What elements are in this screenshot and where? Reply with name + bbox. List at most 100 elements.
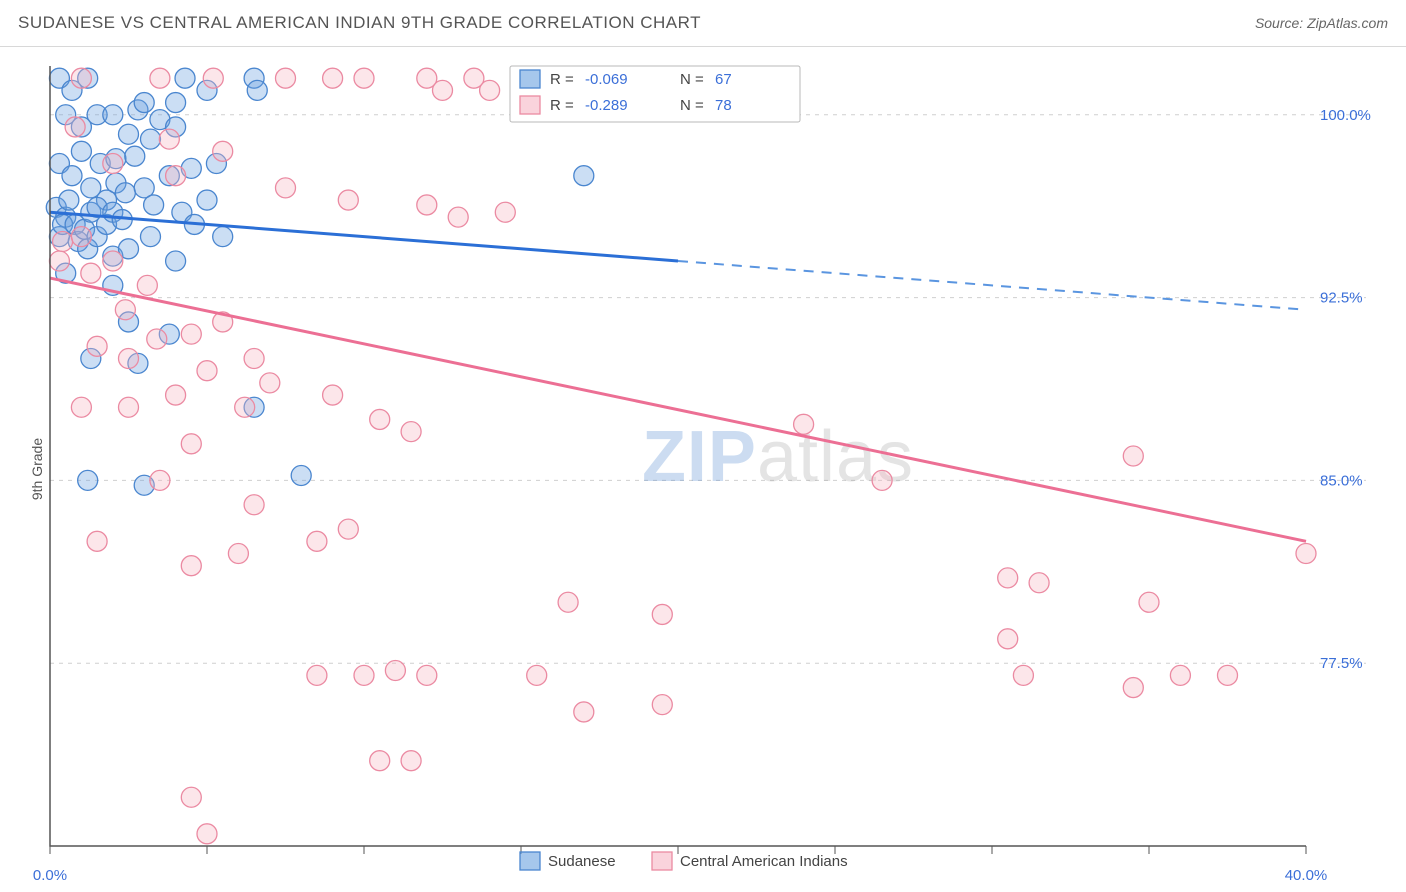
point-cai: [323, 385, 343, 405]
point-cai: [872, 470, 892, 490]
point-cai: [323, 68, 343, 88]
point-cai: [87, 336, 107, 356]
point-sudanese: [59, 190, 79, 210]
y-axis-label: 9th Grade: [29, 438, 45, 500]
scatter-chart: 100.0%92.5%85.0%77.5%0.0%40.0%ZIPatlasR …: [0, 46, 1406, 892]
legend-swatch-cai: [652, 852, 672, 870]
point-cai: [137, 275, 157, 295]
legend-n-label: N =: [680, 71, 704, 88]
point-cai: [81, 263, 101, 283]
point-sudanese: [144, 195, 164, 215]
point-cai: [417, 665, 437, 685]
point-cai: [1139, 592, 1159, 612]
point-sudanese: [62, 166, 82, 186]
point-cai: [87, 531, 107, 551]
point-cai: [119, 397, 139, 417]
point-cai: [558, 592, 578, 612]
point-cai: [213, 141, 233, 161]
y-tick-label: 100.0%: [1320, 107, 1371, 124]
point-cai: [103, 154, 123, 174]
point-cai: [448, 207, 468, 227]
point-cai: [181, 434, 201, 454]
point-sudanese: [166, 93, 186, 113]
point-cai: [181, 324, 201, 344]
x-tick-label: 40.0%: [1285, 867, 1328, 884]
legend-n-label: N =: [680, 97, 704, 114]
chart-title: SUDANESE VS CENTRAL AMERICAN INDIAN 9TH …: [18, 13, 701, 33]
point-sudanese: [197, 190, 217, 210]
point-cai: [1296, 544, 1316, 564]
point-cai: [401, 751, 421, 771]
trendline-sudanese-extrapolated: [678, 261, 1306, 310]
point-cai: [1170, 665, 1190, 685]
legend-r-value: -0.289: [585, 97, 628, 114]
point-cai: [417, 195, 437, 215]
point-cai: [119, 349, 139, 369]
point-cai: [150, 68, 170, 88]
point-sudanese: [71, 141, 91, 161]
point-cai: [574, 702, 594, 722]
point-cai: [1123, 446, 1143, 466]
point-cai: [147, 329, 167, 349]
y-tick-label: 85.0%: [1320, 472, 1363, 489]
point-cai: [354, 665, 374, 685]
point-cai: [338, 519, 358, 539]
point-cai: [65, 117, 85, 137]
x-tick-label: 0.0%: [33, 867, 67, 884]
point-cai: [401, 422, 421, 442]
legend-n-value: 67: [715, 71, 732, 88]
point-cai: [433, 80, 453, 100]
point-cai: [181, 556, 201, 576]
point-sudanese: [78, 470, 98, 490]
point-cai: [998, 629, 1018, 649]
point-cai: [197, 824, 217, 844]
legend-n-value: 78: [715, 97, 732, 114]
point-cai: [307, 665, 327, 685]
point-cai: [244, 349, 264, 369]
point-sudanese: [103, 105, 123, 125]
point-cai: [166, 385, 186, 405]
point-sudanese: [574, 166, 594, 186]
point-cai: [235, 397, 255, 417]
point-sudanese: [140, 129, 160, 149]
legend-label-cai: Central American Indians: [680, 853, 848, 870]
legend-r-label: R =: [550, 97, 574, 114]
point-cai: [71, 397, 91, 417]
legend-r-value: -0.069: [585, 71, 628, 88]
point-cai: [203, 68, 223, 88]
chart-area: 9th Grade 100.0%92.5%85.0%77.5%0.0%40.0%…: [0, 46, 1406, 892]
point-cai: [150, 470, 170, 490]
point-cai: [181, 787, 201, 807]
point-cai: [385, 661, 405, 681]
point-cai: [197, 361, 217, 381]
point-cai: [244, 495, 264, 515]
point-sudanese: [140, 227, 160, 247]
point-cai: [71, 227, 91, 247]
point-cai: [71, 68, 91, 88]
point-cai: [1218, 665, 1238, 685]
point-cai: [49, 251, 69, 271]
point-sudanese: [291, 466, 311, 486]
point-cai: [370, 409, 390, 429]
point-sudanese: [119, 124, 139, 144]
point-cai: [115, 300, 135, 320]
point-cai: [1013, 665, 1033, 685]
point-sudanese: [247, 80, 267, 100]
point-cai: [260, 373, 280, 393]
point-cai: [166, 166, 186, 186]
legend-label-sudanese: Sudanese: [548, 853, 616, 870]
point-cai: [794, 414, 814, 434]
point-cai: [307, 531, 327, 551]
point-cai: [527, 665, 547, 685]
chart-source: Source: ZipAtlas.com: [1255, 15, 1388, 31]
point-sudanese: [115, 183, 135, 203]
legend-series: Sudanese Central American Indians: [520, 852, 848, 870]
point-cai: [159, 129, 179, 149]
point-cai: [480, 80, 500, 100]
y-tick-label: 77.5%: [1320, 655, 1363, 672]
point-sudanese: [134, 93, 154, 113]
point-cai: [53, 232, 73, 252]
point-cai: [1123, 678, 1143, 698]
point-cai: [652, 695, 672, 715]
point-cai: [354, 68, 374, 88]
